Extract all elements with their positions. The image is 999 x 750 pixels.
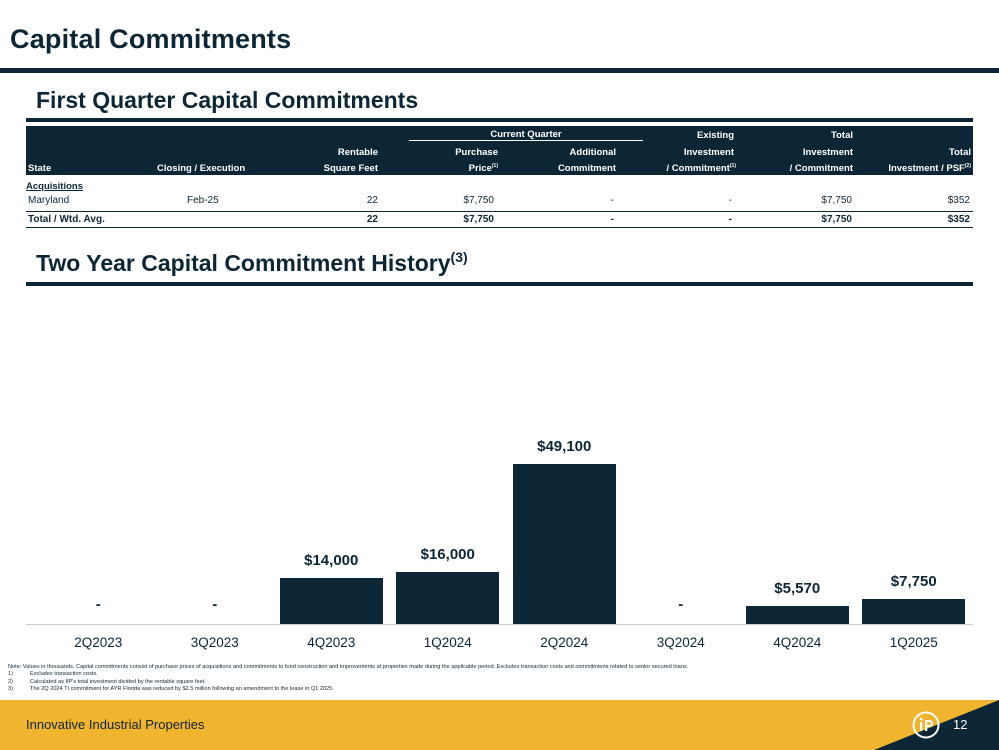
x-axis-line — [26, 624, 973, 625]
page-number: 12 — [953, 717, 968, 732]
footnote-3-text: The 2Q 2024 TI commitment for AYR Florid… — [30, 686, 334, 693]
tick-label-3Q2024: 3Q2024 — [656, 635, 705, 650]
table-header: Current Quarter State Closing / Executio… — [26, 126, 973, 175]
row-divider-top — [26, 211, 973, 212]
data-label-2Q2023: - — [95, 596, 101, 613]
header-totalinv-3: / Commitment — [789, 163, 853, 174]
footnote-3: 3) The 2Q 2024 TI commitment for AYR Flo… — [8, 686, 688, 693]
cell-total-label: Total / Wtd. Avg. — [28, 214, 105, 225]
header-closing: Closing / Execution — [157, 163, 246, 174]
section-rule-2 — [26, 282, 973, 286]
header-purchase-2: Price(1) — [398, 163, 498, 174]
footnote-3-num: 3) — [8, 686, 13, 693]
title-rule — [0, 68, 999, 73]
row-divider-bottom — [26, 227, 973, 228]
section-title-history-text: Two Year Capital Commitment History — [36, 250, 451, 276]
footer-yellow-band — [0, 700, 999, 750]
bar-4Q2024 — [745, 606, 849, 624]
cell-closing: Feb-25 — [187, 195, 219, 206]
header-existing-sup: (1) — [729, 163, 736, 169]
header-psf-2-text: Investment / PSF — [888, 163, 965, 174]
group-header-current-quarter: Current Quarter — [490, 129, 562, 140]
section-title-first-quarter-text: First Quarter Capital Commitments — [36, 87, 419, 113]
header-psf-1: Total — [949, 147, 971, 158]
cell-total-sqft: 22 — [366, 214, 378, 225]
section-title-history: Two Year Capital Commitment History(3) — [36, 249, 468, 277]
header-additional-1: Additional — [569, 147, 616, 158]
data-label-3Q2024: - — [678, 596, 684, 613]
page-title: Capital Commitments — [10, 24, 292, 54]
cell-purchase: $7,750 — [463, 195, 494, 206]
bar-chart: - 2Q2023 - 3Q2023 $14,000 4Q2023 $16,000 1Q2024… — [0, 290, 999, 660]
data-label-1Q2025: $7,750 — [890, 573, 937, 590]
cell-additional: - — [610, 195, 614, 206]
footnote-1-text: Excludes transaction costs. — [30, 671, 98, 678]
footnote-2-text: Calculated as IIP's total investment div… — [30, 678, 206, 685]
data-label-1Q2024: $16,000 — [420, 546, 475, 563]
cell-total-psf: $352 — [947, 214, 970, 225]
cell-state: Maryland — [28, 195, 70, 206]
tick-label-1Q2024: 1Q2024 — [423, 635, 472, 650]
bar-1Q2024 — [396, 572, 500, 624]
bar-4Q2023 — [279, 578, 383, 624]
header-rentable-1: Rentable — [337, 147, 378, 158]
header-rentable-2: Square Feet — [323, 163, 378, 174]
footnote-1-num: 1) — [8, 671, 13, 678]
header-purchase-sup: (1) — [491, 163, 498, 169]
footnote-2-num: 2) — [8, 678, 13, 685]
section-rule-1 — [26, 118, 973, 122]
current-quarter-rule — [409, 140, 643, 141]
cell-psf: $352 — [947, 195, 970, 206]
cell-total: $7,750 — [821, 195, 852, 206]
footnote-1: 1) Excludes transaction costs. — [8, 671, 688, 678]
data-label-4Q2024: $5,570 — [774, 580, 821, 597]
header-psf-sup: (2) — [964, 163, 971, 169]
bar-1Q2025 — [862, 599, 966, 624]
header-existing-1: Existing — [697, 130, 734, 141]
iip-logo-icon — [912, 711, 940, 739]
header-existing-2: Investment — [683, 147, 734, 158]
footer-company-name: Innovative Industrial Properties — [26, 717, 205, 732]
cell-sqft: 22 — [366, 195, 378, 206]
header-totalinv-1: Total — [831, 130, 853, 141]
tick-label-4Q2023: 4Q2023 — [307, 635, 356, 650]
note-main: Note: Values in thousands. Capital commi… — [8, 664, 689, 670]
cell-total-purchase: $7,750 — [463, 214, 494, 225]
header-existing-3-text: / Commitment — [666, 163, 730, 174]
header-additional-2: Commitment — [557, 163, 616, 174]
footnote-2: 2) Calculated as IIP's total investment … — [8, 679, 688, 686]
header-psf-2: Investment / PSF(2) — [831, 163, 971, 174]
tick-label-4Q2024: 4Q2024 — [773, 635, 822, 650]
tick-label-1Q2025: 1Q2025 — [889, 635, 938, 650]
cell-total-additional: - — [610, 214, 614, 225]
tick-label-3Q2023: 3Q2023 — [190, 635, 239, 650]
header-purchase-1: Purchase — [455, 147, 498, 158]
cell-existing: - — [728, 195, 732, 206]
notes: Note: Values in thousands. Capital commi… — [8, 664, 688, 694]
header-totalinv-2: Investment — [802, 147, 853, 158]
section-title-history-sup: (3) — [450, 249, 468, 265]
bar-2Q2024 — [512, 464, 616, 624]
header-state: State — [28, 163, 52, 174]
data-label-4Q2023: $14,000 — [304, 552, 359, 569]
tick-label-2Q2023: 2Q2023 — [74, 635, 123, 650]
section-label-acquisitions: Acquisitions — [26, 181, 84, 192]
header-existing-3: / Commitment(1) — [606, 163, 736, 174]
cell-total-total: $7,750 — [821, 214, 852, 225]
data-label-2Q2024: $49,100 — [537, 438, 592, 455]
tick-label-2Q2024: 2Q2024 — [540, 635, 589, 650]
section-title-first-quarter: First Quarter Capital Commitments — [36, 87, 418, 114]
footer: Innovative Industrial Properties 12 — [0, 700, 999, 750]
header-purchase-2-text: Price — [468, 163, 492, 174]
data-label-3Q2023: - — [212, 596, 218, 613]
cell-total-existing: - — [728, 214, 732, 225]
